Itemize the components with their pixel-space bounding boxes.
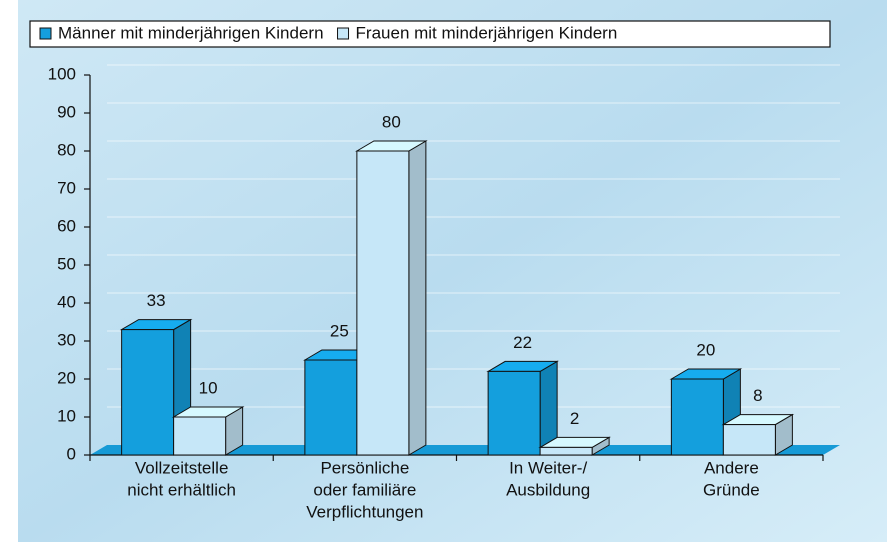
value-label: 2 (570, 409, 579, 428)
bar (670, 378, 724, 456)
y-tick-label: 90 (57, 102, 76, 121)
y-tick-label: 30 (57, 330, 76, 349)
x-tick-label: oder familiäre (313, 480, 416, 499)
value-label: 80 (382, 112, 401, 131)
value-label: 25 (330, 321, 349, 340)
x-tick-label: nicht erhältlich (127, 480, 236, 499)
legend-label: Frauen mit minderjährigen Kindern (356, 23, 618, 42)
y-tick-label: 80 (57, 140, 76, 159)
value-label: 20 (696, 340, 715, 359)
x-tick-label: Andere (704, 458, 759, 477)
value-label: 22 (513, 333, 532, 352)
y-tick-label: 40 (57, 292, 76, 311)
y-tick-label: 70 (57, 178, 76, 197)
bar (304, 359, 358, 456)
x-tick-label: Ausbildung (506, 480, 590, 499)
bar-side (408, 140, 427, 456)
legend-label: Männer mit minderjährigen Kindern (58, 23, 324, 42)
bar (356, 150, 410, 456)
x-tick-label: Verpflichtungen (306, 502, 423, 521)
legend (29, 20, 831, 48)
y-tick-label: 0 (67, 444, 76, 463)
legend-swatch (337, 27, 350, 40)
value-label: 10 (199, 378, 218, 397)
bar (539, 446, 593, 456)
bar (121, 329, 175, 456)
x-tick-label: Gründe (703, 480, 760, 499)
legend-swatch (39, 27, 52, 40)
bar (722, 424, 776, 456)
legend-box (29, 20, 831, 48)
value-label: 33 (147, 291, 166, 310)
x-tick-label: Persönliche (320, 458, 409, 477)
x-tick-label: Vollzeitstelle (135, 458, 229, 477)
y-tick-label: 10 (57, 406, 76, 425)
bar (173, 416, 227, 456)
floor (90, 445, 840, 455)
y-tick-label: 50 (57, 254, 76, 273)
x-tick-label: In Weiter-/ (509, 458, 587, 477)
y-tick-label: 100 (48, 64, 76, 83)
value-label: 8 (753, 386, 762, 405)
bar (487, 370, 541, 456)
y-tick-label: 20 (57, 368, 76, 387)
y-tick-label: 60 (57, 216, 76, 235)
